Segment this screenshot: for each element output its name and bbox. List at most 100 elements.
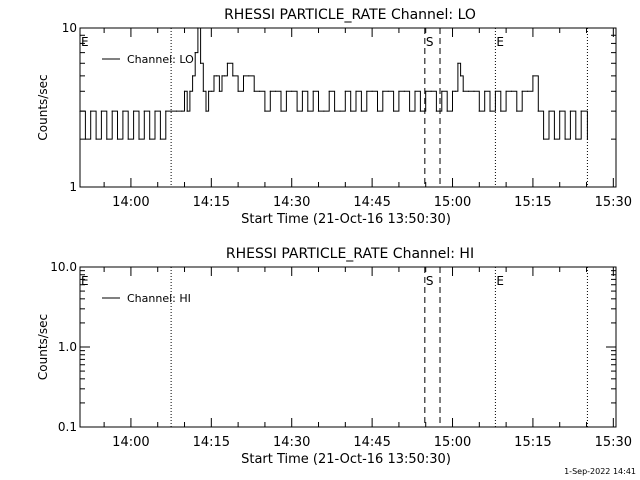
x-tick-label: 15:00 [434,195,471,210]
data-point [226,62,228,64]
data-point [473,90,475,92]
data-point [527,90,529,92]
data-point [430,90,432,92]
data-point [275,90,277,92]
data-point [382,90,384,92]
data-point [285,90,287,92]
data-point [253,90,255,92]
data-point [454,90,456,92]
data-point [516,110,518,112]
data-point [221,75,223,77]
panel-hi: RHESSI PARTICLE_RATE Channel: HI Start Ti… [36,246,632,467]
data-point [312,90,314,92]
data-point [484,90,486,92]
plot-frame [79,266,617,428]
data-point [548,110,550,112]
data-point [489,110,491,112]
data-point [143,110,145,112]
data-point [218,90,220,92]
data-point [307,110,309,112]
data-point [409,110,411,112]
chart-title: RHESSI PARTICLE_RATE Channel: HI [226,246,474,262]
data-point [165,110,167,112]
data-point [376,110,379,112]
data-point [194,52,196,54]
data-point [457,62,459,64]
x-tick-label: 14:30 [273,195,310,210]
data-point [116,138,119,140]
data-point [360,110,362,112]
data-point [202,90,204,92]
data-point [127,138,129,140]
x-tick-label: 15:30 [595,435,632,450]
data-point [95,138,97,140]
data-point [344,90,346,92]
data-point [446,110,448,112]
data-point [192,75,194,77]
legend-label: Channel: LO [127,53,194,66]
data-point [154,110,156,112]
data-point [149,138,151,140]
legend-label: Channel: HI [127,292,191,305]
data-point [208,90,210,92]
y-tick-label: 1.0 [58,340,77,354]
data-point [478,110,480,112]
data-point [210,90,212,92]
data-point [355,90,357,92]
data-point [510,90,513,92]
data-point [175,110,178,112]
data-point [301,90,303,92]
data-point [403,90,405,92]
footer-timestamp: 1-Sep-2022 14:41 [564,467,636,476]
x-tick-label: 14:30 [273,435,310,450]
data-point [291,90,293,92]
y-tick-label: 1 [69,180,77,194]
data-point [232,75,234,77]
data-point [122,110,124,112]
plot-frame [79,27,617,188]
y-axis-label: Counts/sec [36,74,50,140]
data-point [205,110,207,112]
y-tick-label: 10.0 [50,260,77,274]
data-point [425,90,427,92]
data-point [559,110,561,112]
data-point [269,90,271,92]
data-point [393,110,395,112]
data-point [435,110,437,112]
data-point [170,110,172,112]
data-point [259,90,261,92]
data-point [181,110,183,112]
data-point [111,110,113,112]
data-point [213,75,215,77]
data-point [317,110,320,112]
data-point [564,138,566,140]
data-point [84,138,86,140]
data-point [216,75,218,77]
x-tick-label: 14:15 [193,195,230,210]
data-point [371,90,373,92]
corner-event-label: E [81,274,89,288]
y-tick-label: 0.1 [58,420,77,434]
data-point [441,90,443,92]
data-point [586,138,589,140]
chart-title: RHESSI PARTICLE_RATE Channel: LO [224,7,476,23]
x-tick-label: 14:00 [112,195,149,210]
event-marker-label: S [426,35,434,49]
data-point [280,110,282,112]
data-point [237,90,239,92]
data-point [350,110,352,112]
x-axis-label: Start Time (21-Oct-16 13:50:30) [241,452,451,467]
data-point [451,90,454,92]
data-point [468,90,470,92]
x-tick-label: 15:15 [514,195,551,210]
data-point [200,62,202,64]
x-axis-label: Start Time (21-Oct-16 13:50:30) [241,212,451,227]
data-point [264,110,266,112]
data-point [138,138,140,140]
event-marker-label: E [496,35,504,49]
data-point [189,90,191,92]
data-point [133,110,135,112]
data-point [505,90,507,92]
